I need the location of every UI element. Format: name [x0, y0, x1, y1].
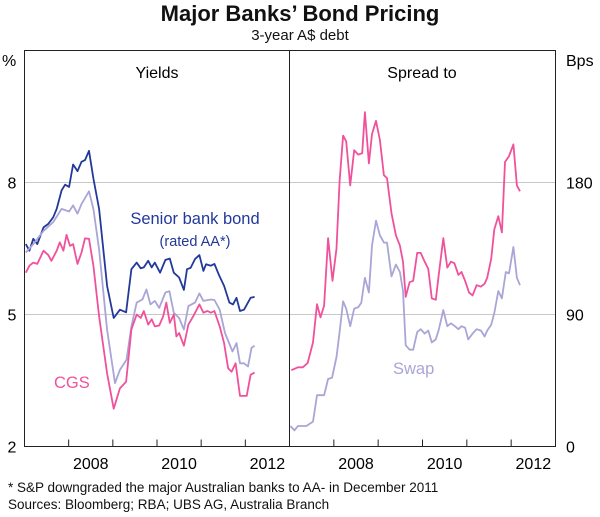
left-axis-unit: % — [2, 53, 16, 70]
panel-title-spread: Spread to — [387, 65, 456, 82]
series-label-swap: Swap — [393, 360, 434, 378]
chart-subtitle: 3-year A$ debt — [251, 27, 349, 44]
chart-title: Major Banks’ Bond Pricing — [160, 1, 440, 26]
x-tick-label: 2010 — [427, 456, 463, 473]
y-tick-label: 2 — [8, 440, 17, 457]
series-line-senior-bank-bond — [25, 149, 255, 319]
series-label-senior-rating: (rated AA*) — [160, 234, 231, 250]
right-axis-unit: Bps — [566, 53, 594, 70]
series-line-cgs — [24, 234, 256, 410]
x-tick-label: 2012 — [250, 456, 286, 473]
x-tick-label: 2008 — [73, 456, 109, 473]
y-tick-label: 90 — [566, 308, 584, 325]
x-tick-label: 2012 — [516, 456, 552, 473]
series-line-swap — [289, 219, 521, 432]
y-tick-label: 5 — [8, 308, 17, 325]
y-tick-label: 0 — [566, 440, 575, 457]
footnote-rating: * S&P downgraded the major Australian ba… — [8, 480, 439, 495]
series-line-cgs — [290, 111, 521, 372]
y-tick-label: 180 — [566, 176, 593, 193]
series-label-cgs: CGS — [54, 374, 90, 392]
y-tick-label: 8 — [8, 176, 17, 193]
x-tick-label: 2008 — [338, 456, 374, 473]
series-label-senior: Senior bank bond — [130, 210, 259, 228]
panel-title-yields: Yields — [136, 65, 179, 82]
footnote-sources: Sources: Bloomberg; RBA; UBS AG, Austral… — [8, 497, 330, 512]
x-tick-label: 2010 — [161, 456, 197, 473]
series-line-swap — [25, 190, 256, 384]
chart-plot: 2 5 8 2008 2010 2012 0 90 180 2008 2010 2012 Yields… — [2, 50, 594, 473]
